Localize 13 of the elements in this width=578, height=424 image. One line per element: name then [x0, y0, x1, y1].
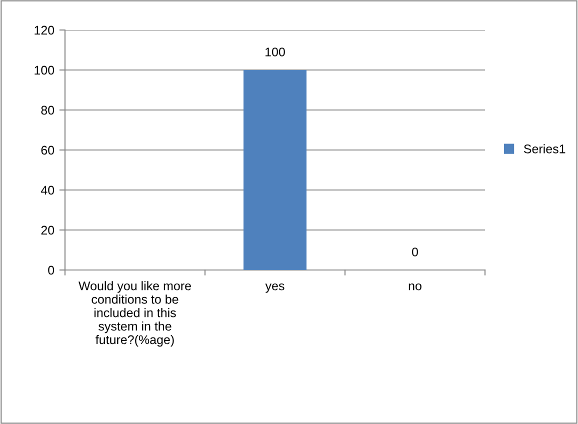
- data-label: 100: [266, 48, 285, 56]
- y-tick-label: 120: [34, 26, 54, 35]
- y-tick-label: 100: [34, 66, 54, 75]
- y-tick-label: 40: [40, 186, 54, 195]
- y-tick-label: 80: [41, 106, 54, 115]
- data-label: 0: [412, 248, 418, 256]
- x-tick-label: yes: [265, 283, 284, 293]
- x-tick-label: Would you like more conditions to be included in this system in the future?(%age): [78, 281, 191, 347]
- y-tick-label: 60: [41, 146, 54, 155]
- legend-label: Series1: [524, 144, 566, 154]
- x-tick-label: no: [408, 283, 422, 290]
- y-tick-label: 20: [41, 226, 54, 235]
- y-tick-label: 0: [48, 266, 54, 275]
